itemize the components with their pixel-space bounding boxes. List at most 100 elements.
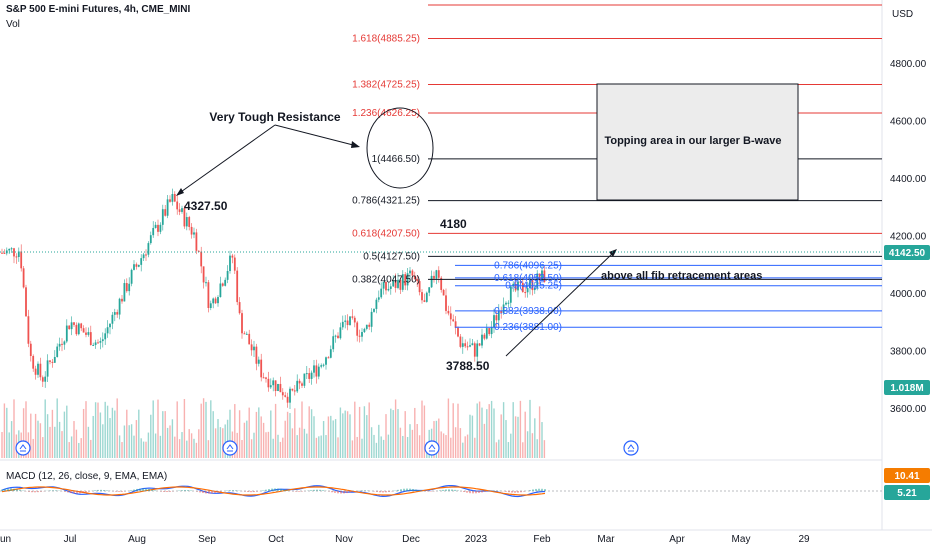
fib-level-label: 1.236(4626.25) xyxy=(352,108,420,119)
candle xyxy=(123,283,126,302)
macd-hist-bar xyxy=(133,489,135,491)
macd-hist-bar xyxy=(145,488,147,491)
event-icon[interactable] xyxy=(222,440,238,456)
candle xyxy=(130,269,133,284)
y-tick-label: 4200.00 xyxy=(890,232,927,243)
candle xyxy=(375,299,378,309)
volume-bar xyxy=(3,403,6,458)
volume-bar xyxy=(534,418,536,458)
macd-hist-bar xyxy=(403,488,405,491)
candle xyxy=(397,279,399,288)
volume-bar xyxy=(106,405,109,458)
volume-bar xyxy=(219,427,222,458)
candle xyxy=(272,380,275,386)
candle xyxy=(238,302,241,314)
macd-hist-bar xyxy=(478,491,480,493)
y-tick-label: 4800.00 xyxy=(890,59,927,70)
y-tick-label: 3600.00 xyxy=(890,404,927,415)
volume-bar xyxy=(1,432,3,458)
macd-hist-bar xyxy=(79,491,81,494)
volume-bar xyxy=(447,398,450,458)
event-icon[interactable] xyxy=(15,440,31,456)
candle xyxy=(161,209,164,225)
volume-bar xyxy=(246,420,248,458)
candle xyxy=(488,328,491,335)
volume-bar xyxy=(466,434,469,458)
candle xyxy=(13,248,15,257)
macd-hist-bar xyxy=(220,491,222,492)
macd-hist-bar xyxy=(409,488,411,491)
volume-bar xyxy=(435,420,438,458)
candle xyxy=(459,336,462,347)
candle xyxy=(301,383,303,386)
macd-hist-bar xyxy=(442,489,444,491)
volume-bar xyxy=(478,401,481,458)
macd-hist-bar xyxy=(31,491,33,493)
macd-hist-bar xyxy=(19,489,21,491)
symbol-title: S&P 500 E-mini Futures, 4h, CME_MINI xyxy=(6,4,191,15)
candle xyxy=(56,346,59,357)
candle xyxy=(171,193,174,202)
macd-hist-bar xyxy=(181,490,183,491)
volume-bar xyxy=(73,421,75,458)
macd-hist-bar xyxy=(85,491,87,493)
topping-area-box[interactable] xyxy=(596,83,799,201)
volume-bar xyxy=(306,433,308,458)
candle xyxy=(267,378,270,388)
candle xyxy=(99,341,102,343)
volume-bar xyxy=(320,435,322,458)
volume-bar xyxy=(70,436,73,458)
volume-bar xyxy=(488,404,490,458)
volume-bar xyxy=(286,411,289,458)
volume-bar xyxy=(543,440,546,458)
macd-hist-bar xyxy=(319,489,321,491)
volume-bar xyxy=(92,415,94,458)
event-icon[interactable] xyxy=(424,440,440,456)
x-tick-label: Mar xyxy=(597,534,615,545)
macd-hist-bar xyxy=(400,489,402,491)
macd-hist-bar xyxy=(4,488,6,491)
candle xyxy=(101,339,104,342)
resistance-circle[interactable] xyxy=(366,107,434,189)
candle xyxy=(478,343,481,346)
event-icon[interactable] xyxy=(623,440,639,456)
candle xyxy=(481,334,483,346)
volume-bar xyxy=(284,420,286,458)
volume-bar xyxy=(104,401,106,458)
candle xyxy=(68,325,71,330)
volume-bar xyxy=(416,424,418,458)
macd-hist-bar xyxy=(13,488,15,491)
candle xyxy=(70,322,73,330)
macd-value-2: 5.21 xyxy=(897,488,917,499)
candle xyxy=(286,396,289,403)
candle xyxy=(327,357,330,359)
macd-hist-bar xyxy=(385,491,387,493)
macd-hist-bar xyxy=(508,491,510,493)
candle xyxy=(207,282,210,309)
volume-bar xyxy=(502,402,505,458)
candle xyxy=(394,280,397,288)
macd-hist-bar xyxy=(406,488,408,491)
macd-hist-bar xyxy=(520,491,522,493)
macd-hist-bar xyxy=(103,490,105,491)
macd-hist-bar xyxy=(331,491,333,493)
topping-area-label: Topping area in our larger B-wave xyxy=(604,135,781,147)
macd-hist-bar xyxy=(118,491,120,492)
macd-hist-bar xyxy=(247,491,249,492)
candle xyxy=(457,327,459,337)
macd-value-1: 10.41 xyxy=(894,471,919,482)
candle xyxy=(425,292,428,302)
macd-hist-bar xyxy=(202,491,204,494)
volume-bar xyxy=(337,437,339,458)
volume-bar xyxy=(382,439,385,458)
candle xyxy=(353,317,356,323)
candle xyxy=(32,356,35,369)
volume-bar xyxy=(510,433,512,458)
volume-bar xyxy=(128,425,130,458)
candle xyxy=(389,286,392,289)
volume-bar xyxy=(404,411,406,458)
candle xyxy=(1,252,3,254)
candle xyxy=(370,311,373,327)
volume-bar xyxy=(406,436,409,458)
macd-hist-bar xyxy=(115,491,117,492)
